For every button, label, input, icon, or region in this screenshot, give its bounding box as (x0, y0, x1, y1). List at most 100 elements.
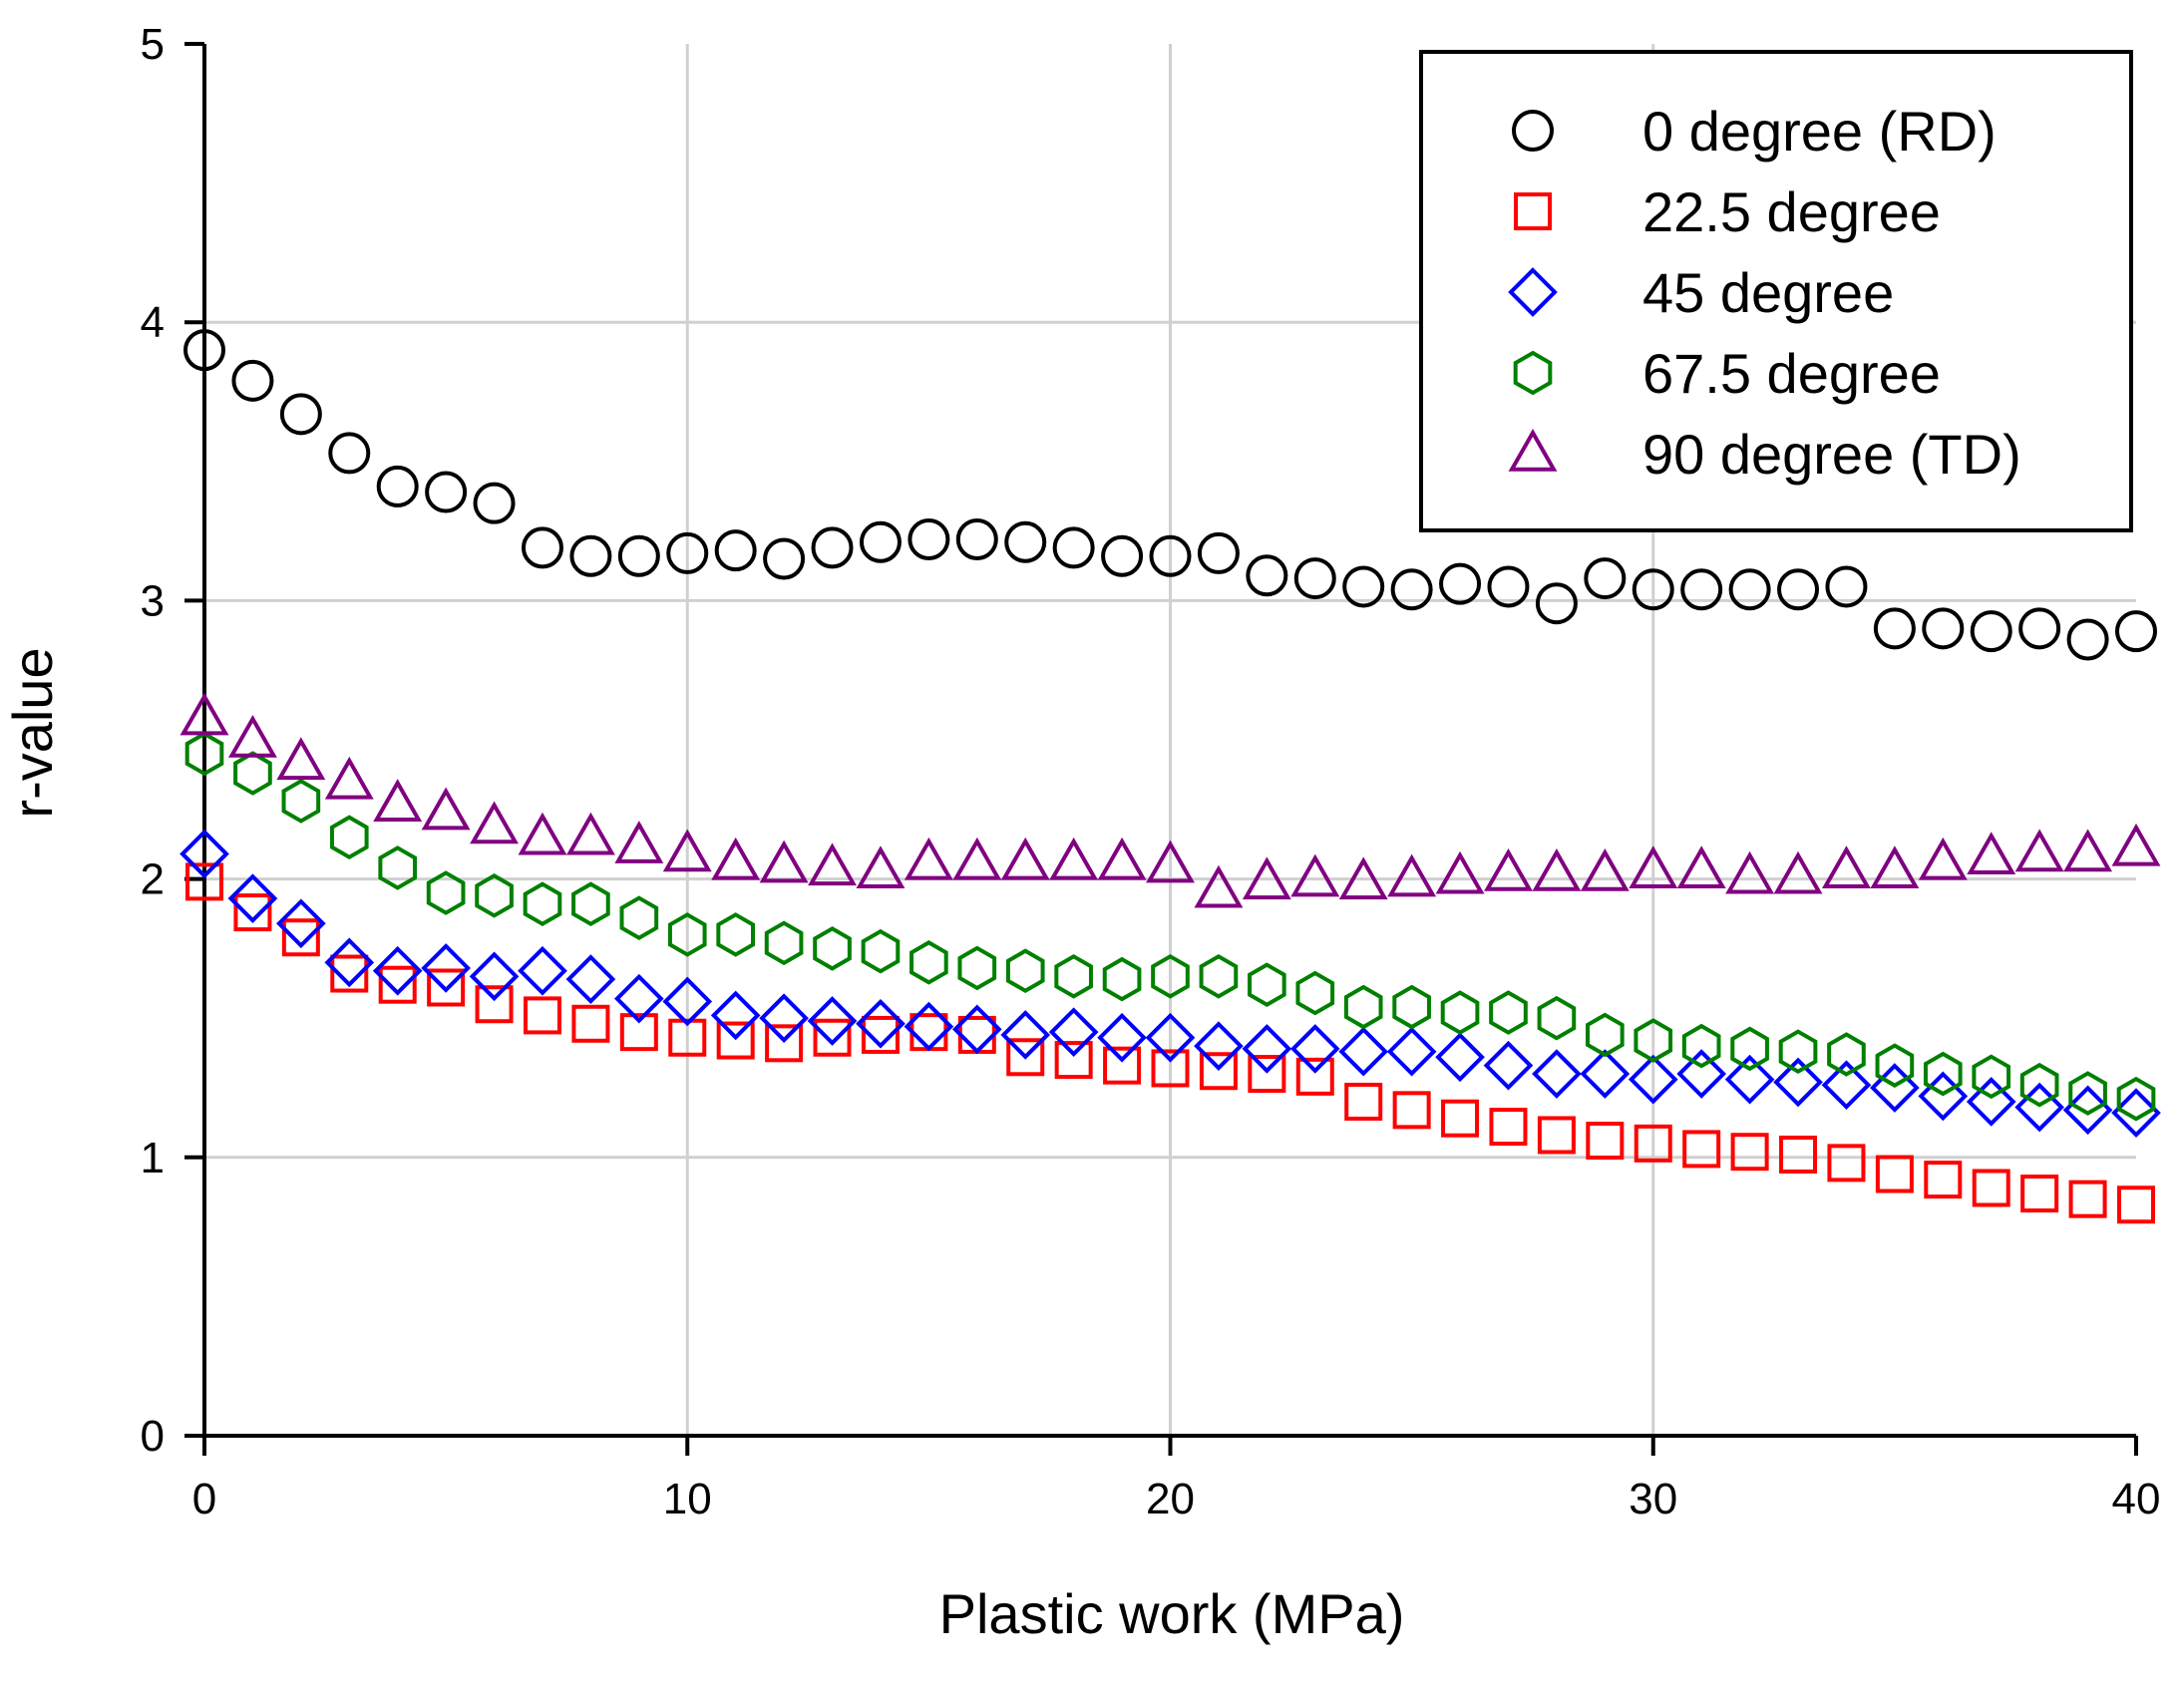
data-point (1634, 1124, 1672, 1163)
data-point (1972, 1169, 2010, 1207)
data-point (856, 998, 906, 1049)
data-point (1435, 1032, 1485, 1083)
legend-label: 0 degree (RD) (1642, 100, 1997, 163)
data-point (180, 692, 229, 736)
series-triangle (180, 692, 2161, 908)
data-point (952, 837, 1002, 880)
data-point (1537, 995, 1577, 1041)
data-point (426, 870, 466, 915)
data-point (614, 821, 664, 863)
y-tick-label: 2 (141, 855, 165, 904)
data-point (2115, 610, 2157, 653)
legend-marker (1513, 350, 1553, 396)
data-point (759, 840, 809, 883)
data-point (2014, 829, 2064, 872)
data-point (813, 1018, 852, 1057)
data-point (518, 945, 567, 996)
data-point (1295, 1057, 1334, 1096)
data-point (859, 520, 902, 563)
data-point (1342, 565, 1385, 608)
data-point (276, 898, 326, 949)
data-point (1338, 856, 1388, 900)
data-point (613, 973, 664, 1024)
legend: 0 degree (RD) 22.5 degree 45 degree 67.5 de… (1419, 50, 2133, 532)
data-point (1000, 837, 1050, 880)
data-point (1728, 568, 1771, 611)
y-tick-label: 3 (141, 576, 165, 625)
data-point (617, 534, 660, 577)
data-point (714, 529, 757, 572)
data-point (1682, 1130, 1721, 1169)
data-point (571, 1004, 610, 1043)
data-point (427, 968, 466, 1007)
data-point (1005, 948, 1045, 994)
data-point (1387, 853, 1437, 897)
data-point (421, 943, 471, 993)
data-point (1680, 568, 1723, 611)
legend-label: 67.5 degree (1642, 342, 1941, 405)
data-point (1149, 534, 1192, 577)
data-point (1289, 1024, 1340, 1074)
legend-marker (1512, 110, 1554, 152)
data-point (1101, 534, 1144, 577)
data-point (180, 829, 229, 879)
data-point (372, 945, 423, 996)
y-tick-label: 0 (141, 1412, 165, 1461)
data-point (469, 951, 520, 1002)
data-point (1484, 847, 1533, 891)
data-point (1870, 1063, 1920, 1113)
data-point (619, 895, 659, 940)
data-point (1586, 1122, 1625, 1161)
y-axis-title: r-value (1, 647, 64, 818)
data-point (2117, 1185, 2155, 1224)
data-point (1827, 1032, 1866, 1077)
data-point (1246, 554, 1288, 597)
data-point (1103, 1046, 1142, 1085)
data-point (1676, 1049, 1727, 1099)
data-point (1242, 856, 1291, 900)
data-point (1293, 557, 1336, 600)
data-point (662, 976, 713, 1027)
data-point (1049, 837, 1099, 880)
data-point (183, 329, 225, 372)
data-point (2063, 829, 2113, 872)
data-point (1439, 562, 1482, 605)
data-point (1924, 1161, 1963, 1199)
data-point (711, 837, 761, 880)
legend-label: 22.5 degree (1642, 180, 1941, 243)
data-point (324, 937, 375, 988)
data-point (2019, 1062, 2059, 1108)
data-point (662, 829, 712, 872)
data-point (378, 965, 417, 1004)
data-point (330, 954, 369, 993)
data-point (1532, 847, 1582, 891)
data-point (2014, 1082, 2064, 1133)
data-point (1102, 956, 1142, 1002)
data-point (1725, 850, 1775, 894)
legend-box (1419, 50, 2133, 532)
data-point (1004, 520, 1047, 563)
data-point (1242, 1024, 1292, 1074)
data-point (470, 801, 519, 844)
data-point (1922, 607, 1965, 650)
data-point (1097, 1012, 1147, 1063)
data-point (1197, 531, 1240, 574)
data-point (233, 751, 272, 796)
data-point (1632, 568, 1674, 611)
data-point (1441, 1099, 1480, 1138)
data-point (1489, 1108, 1528, 1147)
legend-marker (1508, 267, 1558, 317)
data-point (716, 1021, 755, 1060)
data-point (1146, 840, 1195, 883)
data-point (1343, 984, 1383, 1030)
data-point (276, 737, 326, 781)
legend-label: 90 degree (TD) (1642, 423, 2021, 486)
data-point (523, 881, 562, 927)
data-point (1676, 845, 1726, 888)
data-point (1825, 565, 1868, 608)
legend-label: 45 degree (1642, 261, 1894, 324)
data-point (808, 842, 857, 886)
y-tick-label: 4 (141, 298, 165, 347)
x-tick-label: 0 (192, 1475, 216, 1523)
